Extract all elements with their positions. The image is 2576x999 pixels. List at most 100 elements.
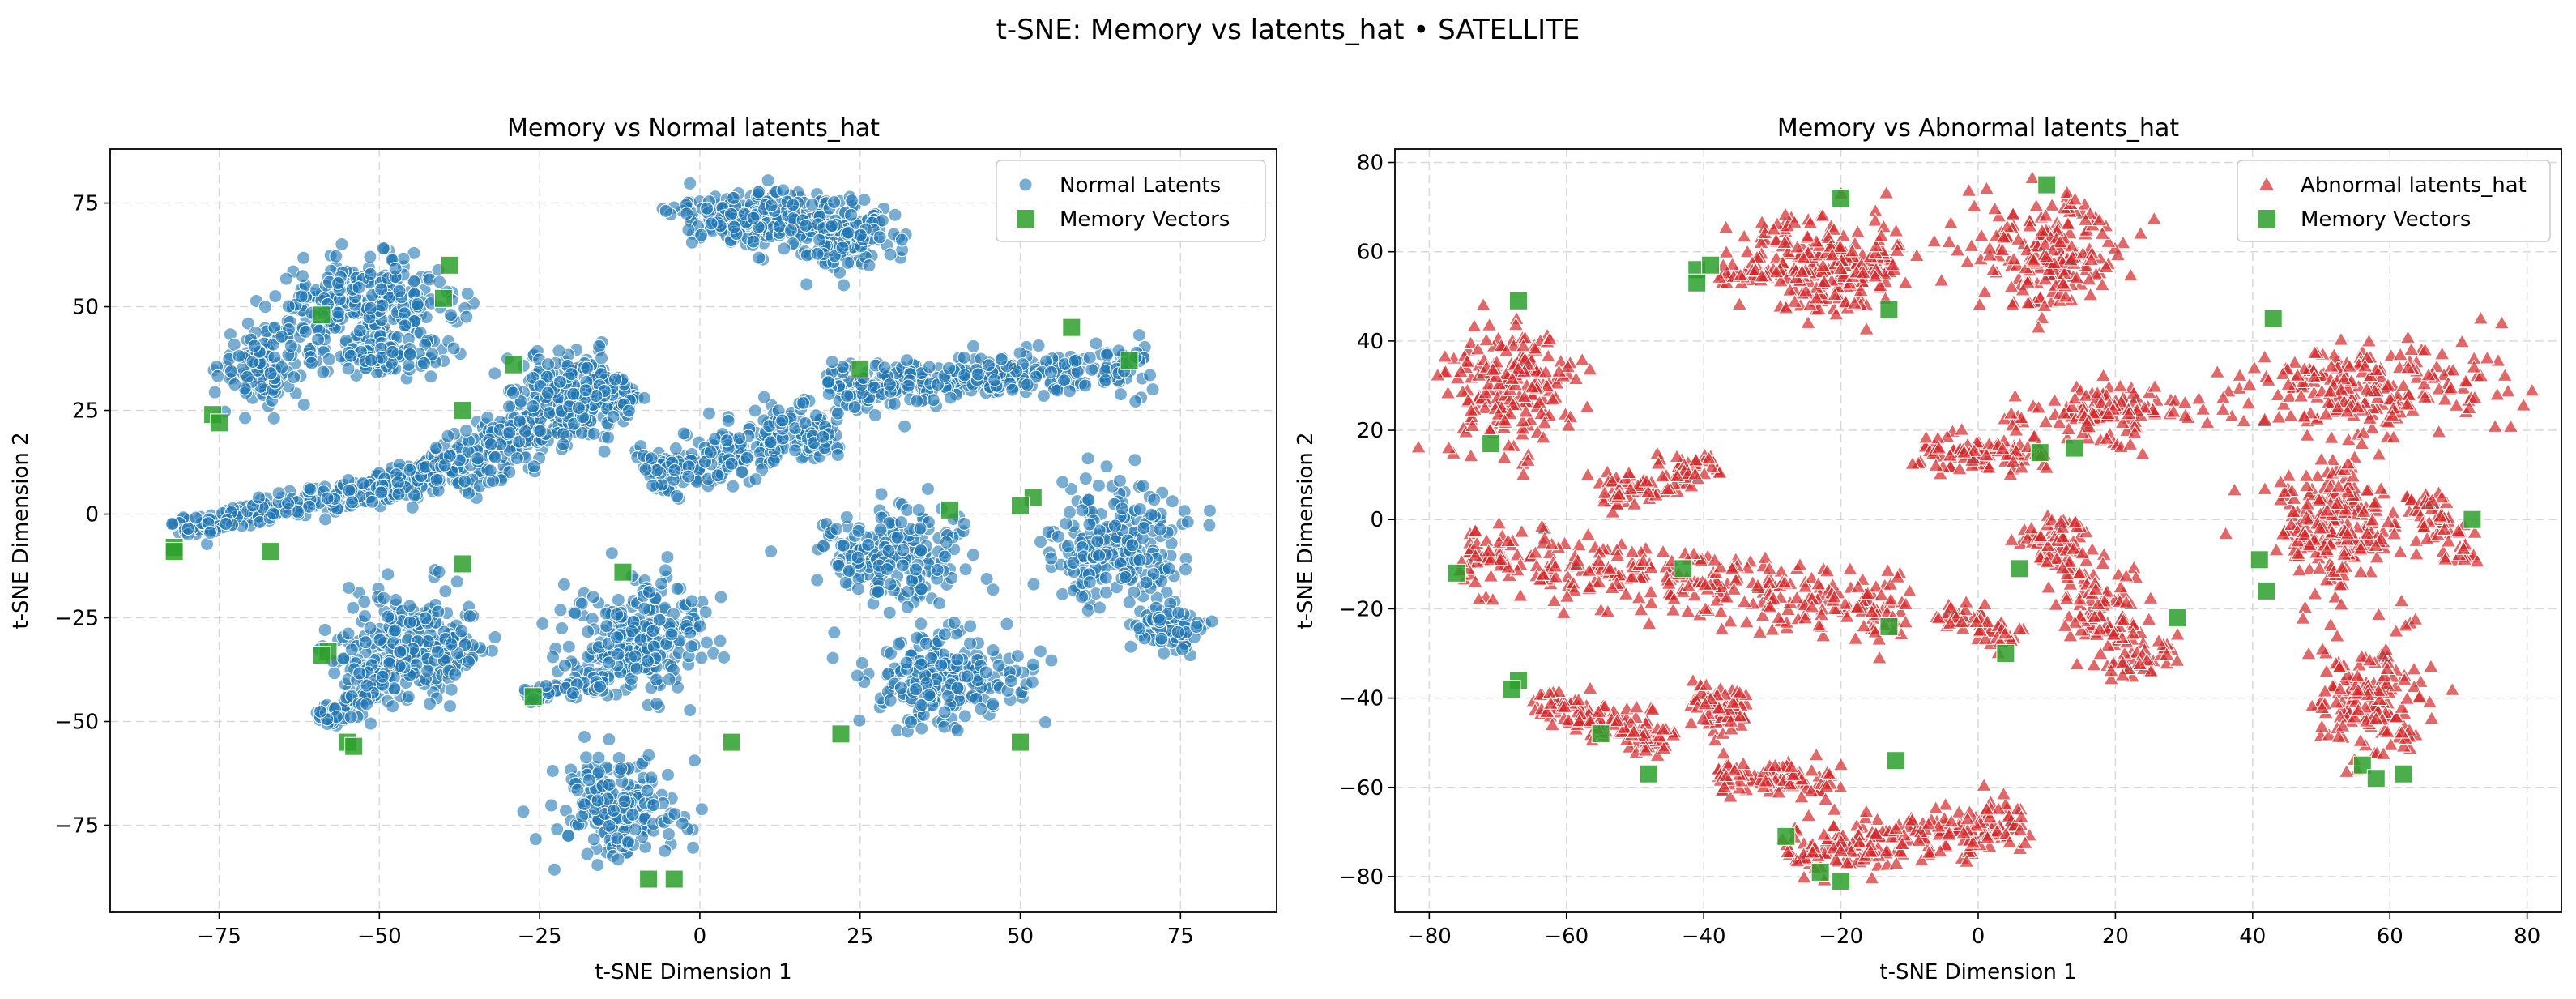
normal-latent-point bbox=[611, 592, 625, 607]
normal-latent-point bbox=[646, 798, 661, 813]
normal-latent-point bbox=[628, 822, 642, 837]
normal-latent-point bbox=[1205, 614, 1219, 629]
y-tick-label: 50 bbox=[72, 296, 99, 320]
normal-latent-point bbox=[1090, 534, 1105, 549]
normal-latent-point bbox=[387, 681, 402, 696]
normal-latent-point bbox=[461, 486, 476, 501]
y-tick-label: −40 bbox=[1339, 687, 1384, 711]
normal-latent-point bbox=[910, 394, 924, 408]
normal-latent-point bbox=[888, 207, 902, 222]
normal-latent-point bbox=[732, 431, 747, 446]
normal-latent-point bbox=[642, 585, 656, 600]
normal-latent-point bbox=[644, 771, 659, 785]
normal-latent-point bbox=[974, 702, 988, 716]
normal-latent-point bbox=[403, 615, 417, 630]
normal-latent-point bbox=[981, 358, 996, 373]
normal-latent-point bbox=[827, 625, 842, 640]
normal-latent-point bbox=[1036, 389, 1051, 403]
normal-latent-point bbox=[796, 395, 811, 410]
normal-latent-point bbox=[484, 438, 498, 452]
normal-latent-point bbox=[851, 523, 866, 538]
y-tick-label: 0 bbox=[85, 503, 99, 527]
normal-latent-point bbox=[638, 463, 653, 477]
normal-latent-point bbox=[327, 666, 342, 681]
normal-latent-point bbox=[1137, 521, 1151, 536]
normal-latent-point bbox=[416, 356, 431, 370]
normal-latent-point bbox=[258, 300, 272, 314]
normal-latent-point bbox=[1162, 561, 1176, 576]
normal-latent-point bbox=[958, 562, 973, 577]
memory-vector-point bbox=[504, 355, 523, 374]
normal-latent-point bbox=[305, 356, 319, 370]
normal-latent-point bbox=[937, 627, 952, 642]
normal-latent-point bbox=[363, 250, 377, 264]
normal-latent-point bbox=[868, 408, 882, 423]
normal-latent-point bbox=[699, 635, 714, 650]
normal-latent-point bbox=[821, 375, 835, 390]
normal-latent-point bbox=[363, 621, 377, 635]
normal-latent-point bbox=[1085, 362, 1099, 377]
normal-latent-point bbox=[245, 355, 260, 369]
normal-latent-point bbox=[342, 483, 356, 497]
normal-latent-point bbox=[914, 617, 928, 631]
normal-latent-point bbox=[364, 716, 378, 731]
normal-latent-point bbox=[422, 697, 437, 711]
normal-latent-point bbox=[1056, 475, 1070, 489]
normal-latent-point bbox=[1175, 642, 1190, 656]
normal-latent-point bbox=[986, 583, 1000, 597]
normal-latent-point bbox=[970, 367, 985, 382]
normal-latent-point bbox=[577, 797, 591, 812]
normal-latent-point bbox=[683, 703, 697, 718]
x-tick-label: −50 bbox=[357, 924, 402, 949]
normal-latent-point bbox=[772, 219, 787, 233]
normal-latent-point bbox=[403, 463, 417, 477]
y-tick-label: 60 bbox=[1357, 241, 1384, 265]
y-tick-label: 0 bbox=[1370, 508, 1384, 532]
normal-latent-point bbox=[232, 348, 246, 363]
normal-latent-point bbox=[893, 681, 908, 695]
normal-latent-point bbox=[664, 627, 679, 642]
normal-latent-point bbox=[238, 411, 253, 425]
normal-latent-point bbox=[471, 451, 485, 466]
normal-latent-point bbox=[727, 220, 741, 234]
normal-latent-point bbox=[962, 636, 977, 651]
normal-latent-point bbox=[628, 649, 642, 664]
normal-latent-point bbox=[296, 250, 311, 265]
memory-vector-point bbox=[440, 255, 459, 275]
normal-latent-point bbox=[659, 203, 673, 218]
normal-latent-point bbox=[483, 463, 497, 478]
normal-latent-point bbox=[356, 476, 370, 491]
normal-latent-point bbox=[1143, 368, 1158, 382]
normal-latent-point bbox=[724, 456, 739, 471]
normal-latent-point bbox=[1060, 539, 1075, 553]
normal-latent-point bbox=[275, 329, 289, 344]
normal-latent-point bbox=[444, 682, 458, 697]
normal-latent-point bbox=[545, 763, 560, 778]
normal-latent-point bbox=[341, 361, 356, 376]
normal-latent-point bbox=[1202, 518, 1217, 532]
normal-latent-point bbox=[1093, 600, 1107, 615]
y-tick-label: −75 bbox=[54, 813, 99, 838]
normal-latent-point bbox=[331, 305, 346, 320]
normal-latent-point bbox=[942, 361, 957, 375]
normal-latent-point bbox=[488, 630, 502, 645]
normal-latent-point bbox=[535, 617, 550, 631]
normal-latent-point bbox=[1115, 502, 1129, 516]
normal-latent-point bbox=[810, 573, 825, 587]
memory-vector-point bbox=[831, 724, 851, 744]
y-tick-label: 75 bbox=[72, 192, 99, 216]
normal-latent-point bbox=[279, 271, 293, 286]
memory-vector-point bbox=[1011, 496, 1030, 515]
normal-latent-point bbox=[516, 805, 531, 819]
normal-latent-point bbox=[505, 386, 520, 400]
normal-latent-point bbox=[364, 353, 378, 368]
normal-latent-point bbox=[777, 241, 791, 256]
normal-latent-point bbox=[263, 366, 278, 381]
normal-latent-point bbox=[887, 396, 902, 411]
normal-latent-point bbox=[502, 399, 517, 414]
normal-latent-point bbox=[393, 644, 407, 659]
normal-latent-point bbox=[602, 818, 616, 833]
normal-latent-point bbox=[444, 637, 458, 651]
normal-latent-point bbox=[1082, 575, 1097, 590]
